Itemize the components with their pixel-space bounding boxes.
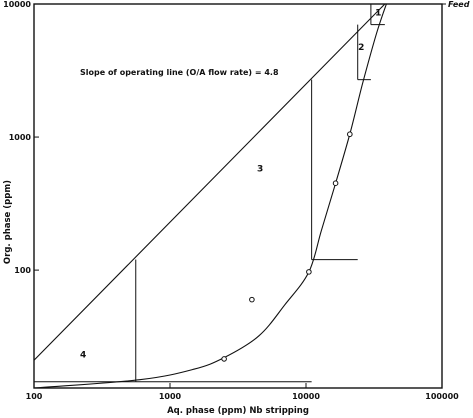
equilibrium-point — [306, 269, 312, 275]
x-tick-label: 100 — [26, 392, 43, 401]
equilibrium-point — [332, 180, 339, 186]
stage-label: 4 — [80, 351, 86, 361]
stage-label: 2 — [358, 43, 364, 53]
operating-line-annotation: Slope of operating line (O/A flow rate) … — [80, 68, 279, 77]
feed-label: Feed — [448, 0, 470, 9]
stage-label: 3 — [257, 165, 263, 175]
x-tick-label: 100000 — [425, 392, 459, 401]
y-tick-label: 10000 — [3, 0, 31, 9]
equilibrium-point — [221, 356, 227, 362]
equilibrium-point — [347, 131, 353, 138]
operating-line — [33, 3, 386, 361]
stage-label: 1 — [375, 8, 381, 18]
plot-frame — [33, 3, 443, 389]
equilibrium-curve — [33, 3, 387, 389]
y-tick-label: 100 — [14, 266, 31, 275]
x-tick-label: 1000 — [159, 392, 182, 401]
x-tick-label: 10000 — [292, 392, 320, 401]
y-axis-label: Org. phase (ppm) — [3, 180, 13, 264]
y-tick-label: 1000 — [9, 133, 32, 142]
x-axis-label: Aq. phase (ppm) Nb stripping — [167, 406, 309, 416]
equilibrium-point — [249, 296, 255, 303]
